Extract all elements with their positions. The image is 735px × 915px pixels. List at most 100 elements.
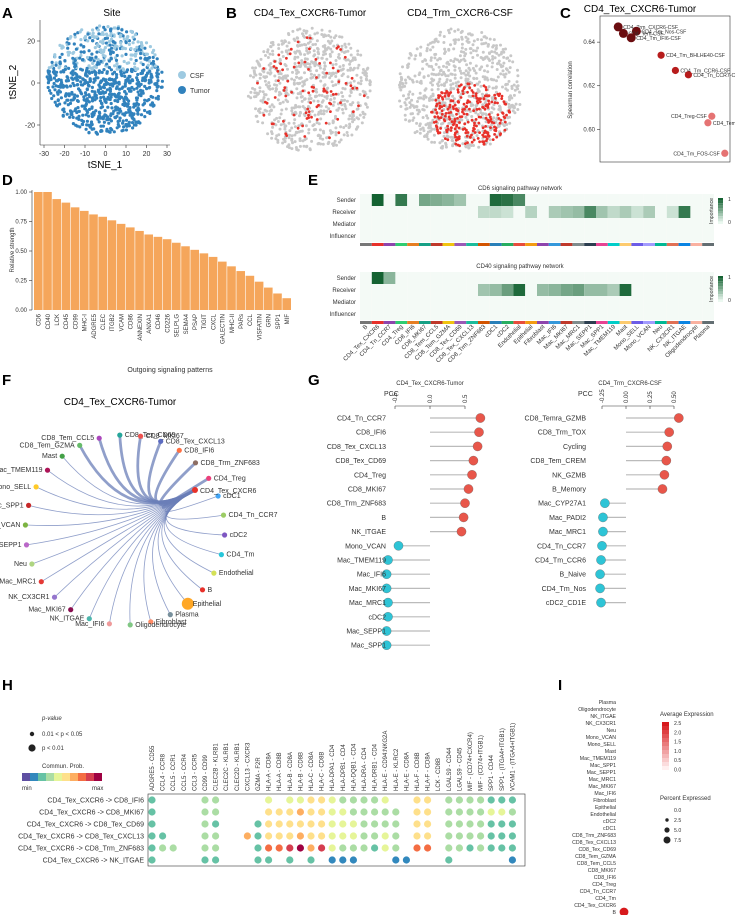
tsne-bg-point <box>445 117 449 121</box>
h-dot <box>487 820 495 828</box>
tsne-highlight-point <box>456 100 460 103</box>
tsne-cell-point <box>129 29 133 33</box>
tsne-bg-point <box>470 115 474 118</box>
h-col-label: LGALS9 - CD45 <box>457 747 463 791</box>
e-color-bar <box>584 321 596 324</box>
tsne-bg-point <box>312 123 316 127</box>
tsne-bg-point <box>491 86 495 90</box>
tsne-bg-point <box>298 144 302 148</box>
tsne-cell-point <box>109 68 113 72</box>
tsne-bg-point <box>415 121 419 125</box>
tsne-bg-point <box>290 77 294 81</box>
tsne-bg-point <box>429 95 433 99</box>
e-heat-cell <box>548 296 561 308</box>
tsne-highlight-point <box>470 118 474 122</box>
h-dot <box>307 820 315 828</box>
tsne-highlight-point <box>485 137 489 141</box>
tsne-highlight-point <box>273 96 277 99</box>
d-bar-label: LCK <box>55 314 61 326</box>
tsne-bg-point <box>338 65 342 69</box>
tsne-bg-point <box>487 51 491 55</box>
tsne-cell-point <box>124 122 128 127</box>
i-row-label: Mono_VCAN <box>586 735 617 741</box>
e-legend-swatch <box>718 213 723 217</box>
tsne-bg-point <box>438 33 442 37</box>
d-bar-label: PARs <box>239 314 245 329</box>
tsne-bg-point <box>325 57 329 61</box>
h-dot <box>328 832 336 840</box>
e-heat-cell <box>655 296 667 308</box>
e-color-bar <box>371 243 384 246</box>
tsne-bg-point <box>338 35 342 39</box>
tsne-bg-point <box>288 133 292 137</box>
f-node <box>51 594 58 600</box>
tsne-cell-point <box>156 79 160 83</box>
h-gradient-stop <box>78 773 86 781</box>
e-heat-cell <box>702 218 714 230</box>
tsne-highlight-point <box>497 117 501 120</box>
tsne-highlight-point <box>442 104 446 107</box>
tsne-bg-point <box>323 75 327 79</box>
tsne-cell-point <box>49 91 53 95</box>
e-heat-cell <box>643 272 655 284</box>
tsne-highlight-point <box>497 94 501 97</box>
e-heat-cell <box>419 230 431 242</box>
tsne-bg-point <box>468 32 472 36</box>
tsne-bg-point <box>430 121 434 125</box>
tsne-bg-point <box>449 59 453 62</box>
tsne-cell-point <box>113 94 117 98</box>
tsne-cell-point <box>122 37 126 41</box>
tsne-cell-point <box>117 91 121 95</box>
h-legend-min: min <box>22 786 32 792</box>
i-avg-swatch <box>662 726 669 730</box>
tsne-bg-point <box>429 56 433 60</box>
tsne-cell-point <box>87 49 91 53</box>
tsne-cell-point <box>77 117 81 121</box>
tsne-bg-point <box>281 55 285 58</box>
tsne-bg-point <box>342 133 346 137</box>
e-heat-cell <box>631 206 644 218</box>
tsne-bg-point <box>287 121 291 125</box>
f-node-label: Mac_SEPP1 <box>0 542 22 549</box>
tsne-bg-point <box>415 80 419 84</box>
e-heat-cell <box>371 296 384 308</box>
e-heat-cell <box>501 194 514 206</box>
tsne-cell-point <box>123 84 127 88</box>
tsne-bg-point <box>292 121 296 125</box>
tsne-cell-point <box>58 55 62 60</box>
tsne-bg-point <box>452 60 456 63</box>
tsne-bg-point <box>449 88 453 92</box>
i-row-label: CD4_Tm <box>595 896 616 902</box>
f-node <box>86 616 92 622</box>
tsne-cell-point <box>135 45 139 49</box>
h-dot <box>296 796 304 804</box>
tsne-bg-point <box>287 48 291 52</box>
e-color-bar <box>360 321 372 324</box>
tsne-cell-point <box>60 52 64 56</box>
tsne-cell-point <box>133 33 137 37</box>
tsne-bg-point <box>308 62 312 66</box>
tsne-cell-point <box>123 89 127 94</box>
g-dot <box>460 498 470 508</box>
tsne-bg-point <box>425 105 429 109</box>
tsne-bg-point <box>467 94 471 98</box>
h-legend-max: max <box>92 786 103 792</box>
tsne-highlight-point <box>447 111 451 115</box>
tsne-highlight-point <box>434 98 438 102</box>
tsne-cell-point <box>75 99 80 103</box>
tsne-cell-point <box>71 115 75 119</box>
tsne-cell-point <box>82 95 86 99</box>
h-dot <box>360 796 368 804</box>
tsne-cell-point <box>100 70 104 74</box>
tsne-bg-point <box>418 122 422 126</box>
tsne-cell-point <box>105 36 109 40</box>
tsne-bg-point <box>293 118 297 122</box>
tsne-cell-point <box>149 80 153 84</box>
tsne-bg-point <box>487 85 491 89</box>
ytick-label: -20 <box>25 123 35 130</box>
tsne-bg-point <box>312 99 316 103</box>
tsne-bg-point <box>472 77 476 81</box>
tsne-bg-point <box>297 124 301 128</box>
e-heat-cell <box>513 272 526 284</box>
tsne-bg-point <box>432 78 436 82</box>
